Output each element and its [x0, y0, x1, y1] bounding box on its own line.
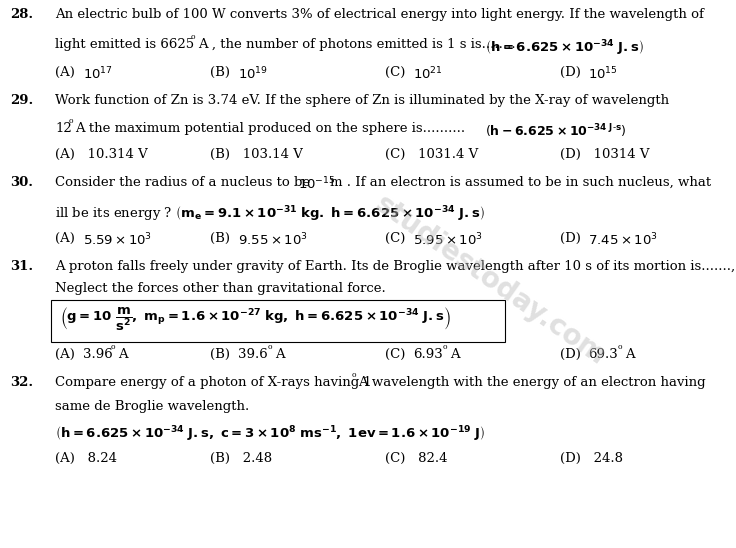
Text: same de Broglie wavelength.: same de Broglie wavelength. [55, 400, 250, 413]
Text: m . If an electron is assumed to be in such nucleus, what: m . If an electron is assumed to be in s… [330, 176, 711, 189]
Text: Work function of Zn is 3.74 eV. If the sphere of Zn is illuminated by the X-ray : Work function of Zn is 3.74 eV. If the s… [55, 94, 669, 107]
Text: An electric bulb of 100 W converts 3% of electrical energy into light energy. If: An electric bulb of 100 W converts 3% of… [55, 8, 704, 21]
Text: $10^{-15}$: $10^{-15}$ [298, 176, 336, 192]
Text: $5.95 \times 10^3$: $5.95 \times 10^3$ [413, 232, 483, 249]
Text: $7.45 \times 10^3$: $7.45 \times 10^3$ [588, 232, 658, 249]
Text: 29.: 29. [10, 94, 33, 107]
Text: (A)   8.24: (A) 8.24 [55, 452, 117, 465]
Text: (C)   82.4: (C) 82.4 [385, 452, 447, 465]
Text: (C)   1031.4 V: (C) 1031.4 V [385, 148, 478, 161]
Text: $\left(\mathbf{g = 10\ \dfrac{m}{s^2},\ m_p = 1.6 \times 10^{-27}\ kg,\ h = 6.62: $\left(\mathbf{g = 10\ \dfrac{m}{s^2},\ … [60, 305, 450, 332]
Text: o: o [618, 343, 623, 351]
Text: $10^{19}$: $10^{19}$ [238, 66, 268, 83]
Text: $5.59 \times 10^3$: $5.59 \times 10^3$ [83, 232, 152, 249]
Text: A the maximum potential produced on the sphere is..........: A the maximum potential produced on the … [75, 122, 465, 135]
Text: studiestoday.com: studiestoday.com [369, 190, 611, 370]
Text: (A): (A) [55, 66, 75, 79]
Text: (D): (D) [560, 232, 581, 245]
Text: (D)   10314 V: (D) 10314 V [560, 148, 649, 161]
Text: A proton falls freely under gravity of Earth. Its de Broglie wavelength after 10: A proton falls freely under gravity of E… [55, 260, 735, 273]
Text: $\left(\mathbf{h = 6.625 \times 10^{-34}\ J.s,\ c = 3 \times 10^{8}\ ms^{-1},\ 1: $\left(\mathbf{h = 6.625 \times 10^{-34}… [55, 424, 485, 443]
Text: (B)   103.14 V: (B) 103.14 V [210, 148, 303, 161]
Text: (A)   10.314 V: (A) 10.314 V [55, 148, 148, 161]
Text: $10^{15}$: $10^{15}$ [588, 66, 618, 83]
Text: 3.96: 3.96 [83, 348, 113, 361]
Text: Consider the radius of a nucleus to be: Consider the radius of a nucleus to be [55, 176, 314, 189]
Text: A wavelength with the energy of an electron having: A wavelength with the energy of an elect… [358, 376, 706, 389]
Text: (D): (D) [560, 348, 581, 361]
Text: o: o [111, 343, 116, 351]
Text: (A): (A) [55, 348, 75, 361]
Text: o: o [69, 117, 74, 125]
Text: 69.3: 69.3 [588, 348, 618, 361]
Text: (A): (A) [55, 232, 75, 245]
Text: 31.: 31. [10, 260, 33, 273]
Text: A: A [275, 348, 285, 361]
Text: o: o [352, 371, 356, 379]
Text: (B)   2.48: (B) 2.48 [210, 452, 272, 465]
Text: (B): (B) [210, 66, 230, 79]
Text: (B): (B) [210, 232, 230, 245]
Text: (C): (C) [385, 66, 406, 79]
Text: (B): (B) [210, 348, 230, 361]
Text: A , the number of photons emitted is 1 s is.........: A , the number of photons emitted is 1 s… [198, 38, 520, 51]
Text: (C): (C) [385, 232, 406, 245]
Text: $10^{17}$: $10^{17}$ [83, 66, 113, 83]
Text: Compare energy of a photon of X-rays having 1: Compare energy of a photon of X-rays hav… [55, 376, 372, 389]
Text: 39.6: 39.6 [238, 348, 268, 361]
Text: $9.55 \times 10^3$: $9.55 \times 10^3$ [238, 232, 308, 249]
Text: light emitted is 6625: light emitted is 6625 [55, 38, 194, 51]
Text: (D): (D) [560, 66, 581, 79]
Text: Neglect the forces other than gravitational force.: Neglect the forces other than gravitatio… [55, 282, 386, 295]
Text: 28.: 28. [10, 8, 33, 21]
Text: o: o [191, 33, 196, 41]
Text: 30.: 30. [10, 176, 33, 189]
Text: 12: 12 [55, 122, 71, 135]
Text: o: o [268, 343, 272, 351]
Text: A: A [118, 348, 127, 361]
Text: $10^{21}$: $10^{21}$ [413, 66, 443, 83]
Text: (D)   24.8: (D) 24.8 [560, 452, 623, 465]
Text: ill be its energy ? $\left(\mathbf{m_e = 9.1 \times 10^{-31}\ kg.\ h = 6.625 \ti: ill be its energy ? $\left(\mathbf{m_e =… [55, 204, 485, 224]
Text: o: o [443, 343, 447, 351]
Text: (C): (C) [385, 348, 406, 361]
Text: 6.93: 6.93 [413, 348, 443, 361]
Text: $\left(\mathbf{h - 6.625 \times 10^{-34\ J\text{-}s}}\right)$: $\left(\mathbf{h - 6.625 \times 10^{-34\… [485, 122, 626, 140]
Text: 32.: 32. [10, 376, 33, 389]
Text: A: A [450, 348, 459, 361]
Text: A: A [625, 348, 634, 361]
Text: $\left(\mathbf{h = 6.625 \times 10^{-34}\ J.s}\right)$: $\left(\mathbf{h = 6.625 \times 10^{-34}… [485, 38, 644, 58]
